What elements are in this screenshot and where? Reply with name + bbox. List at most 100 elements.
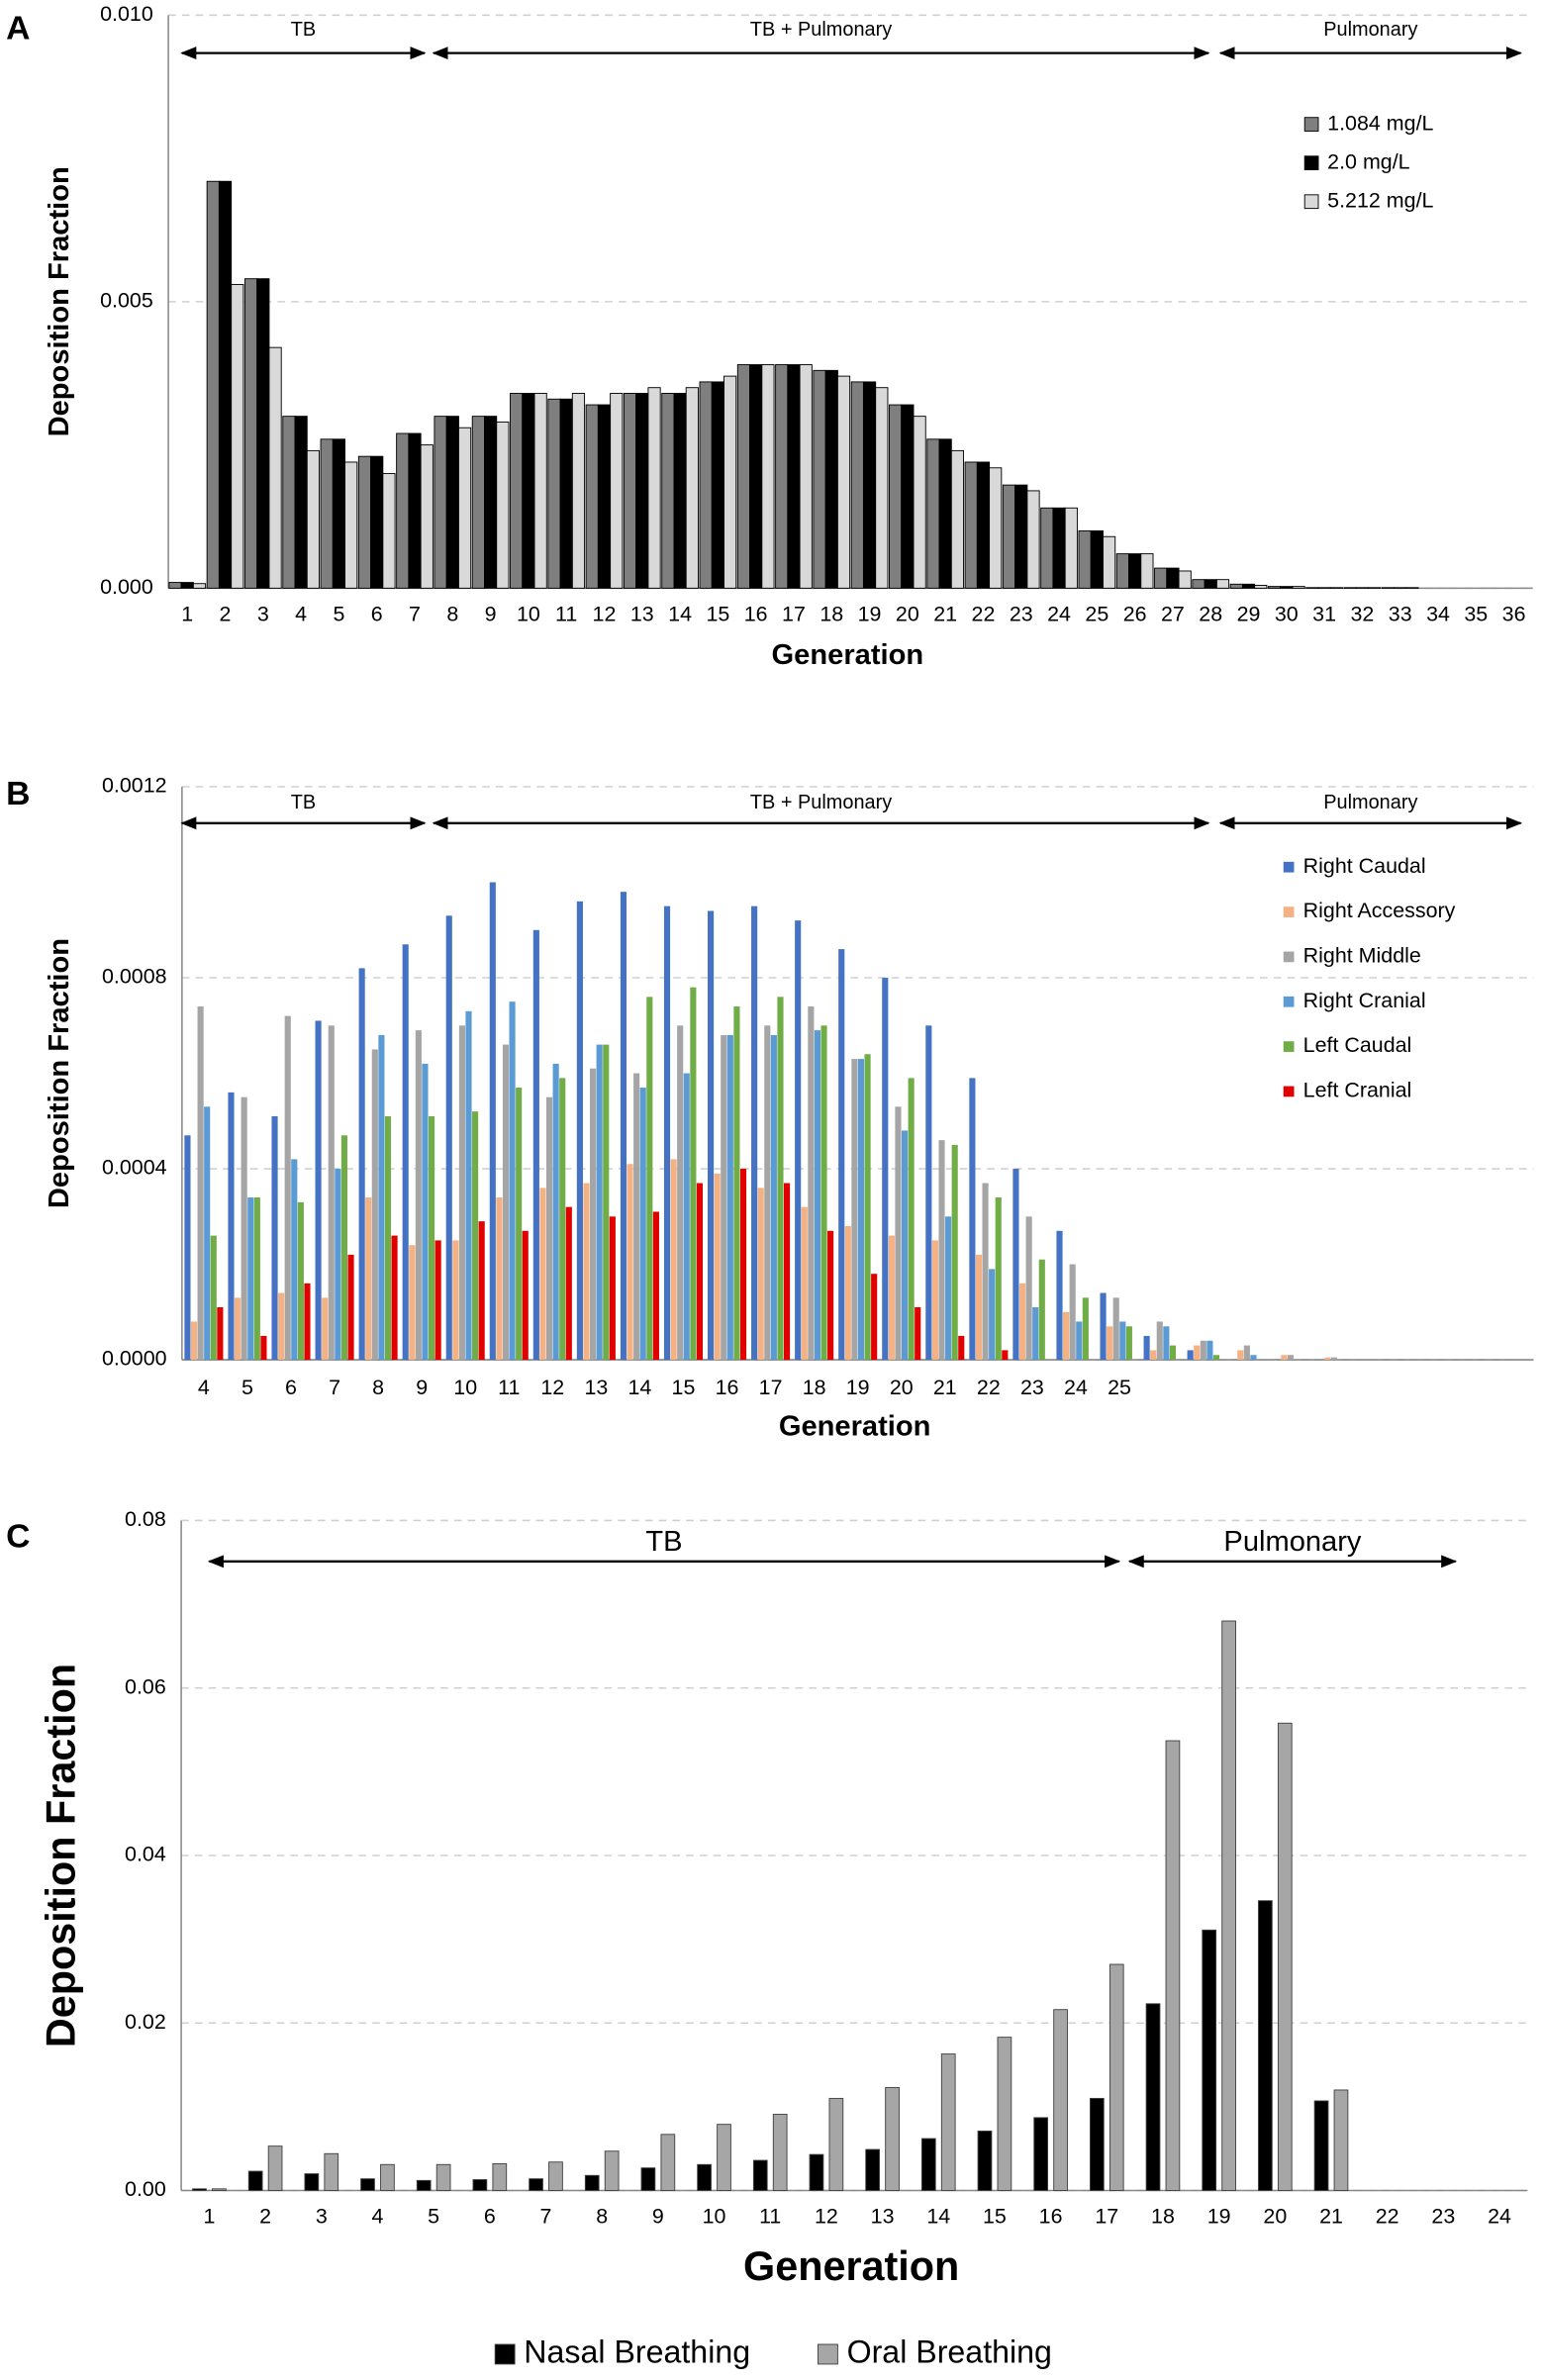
bar (1082, 1297, 1089, 1361)
x-tick-label: 25 (1108, 1376, 1131, 1399)
bar (217, 1306, 224, 1361)
y-axis-label: Deposition Fraction (38, 1664, 83, 2047)
bar (545, 1096, 553, 1361)
bar (882, 978, 889, 1361)
bar (652, 1211, 659, 1361)
bar (206, 180, 220, 589)
bar (726, 1034, 733, 1361)
bar (197, 1005, 204, 1361)
bar (297, 1201, 304, 1361)
bar (1145, 2003, 1161, 2191)
bar (1128, 553, 1142, 589)
bar (1154, 567, 1168, 589)
legend-label: Right Accessory (1303, 899, 1456, 922)
legend-label: Right Middle (1303, 944, 1421, 968)
bar (736, 364, 751, 589)
bar (603, 1044, 610, 1361)
x-tick-label: 21 (933, 603, 957, 626)
bar (212, 2188, 227, 2191)
x-tick-label: 12 (593, 603, 617, 626)
bar (975, 1254, 983, 1361)
bar (1002, 1350, 1009, 1361)
x-tick-label: 27 (1161, 603, 1185, 626)
bar (529, 2178, 543, 2191)
bar (291, 1159, 298, 1361)
bar (670, 1159, 677, 1361)
region-label: TB (291, 19, 316, 41)
bar (820, 1025, 827, 1361)
x-tick-label: 6 (484, 2205, 496, 2229)
bar (982, 1183, 989, 1361)
bar (324, 2152, 339, 2191)
bar (1292, 586, 1305, 589)
legend-label: Left Caudal (1303, 1033, 1412, 1057)
bar (777, 997, 784, 1361)
bar (539, 1188, 546, 1361)
bar (660, 2134, 676, 2191)
bar (1368, 587, 1382, 589)
bar (1243, 1345, 1250, 1361)
x-tick-label: 24 (1047, 603, 1071, 626)
bar (370, 455, 384, 589)
region-label: TB (291, 792, 316, 813)
bar (472, 1111, 479, 1361)
bar (1150, 1350, 1157, 1361)
legend-swatch (818, 2343, 838, 2365)
bar (471, 416, 485, 589)
bar (647, 387, 661, 589)
bar (585, 404, 599, 589)
bar (492, 2162, 508, 2191)
bar (184, 1135, 191, 1361)
bar (938, 1140, 945, 1361)
bar (1324, 1357, 1331, 1361)
bar (358, 968, 365, 1361)
x-tick-label: 10 (453, 1376, 477, 1399)
bar (382, 473, 396, 589)
bar (857, 1059, 865, 1361)
bar (278, 1292, 285, 1361)
x-tick-label: 11 (759, 2205, 781, 2229)
bar (989, 1269, 996, 1361)
x-tick-label: 4 (372, 2205, 384, 2229)
y-tick-label: 0.04 (125, 1843, 166, 1866)
bar (723, 375, 737, 589)
x-tick-label: 1 (181, 603, 193, 626)
bar (365, 1197, 372, 1361)
bar (908, 1078, 915, 1361)
bar (864, 1054, 871, 1361)
bar (1204, 579, 1217, 589)
bar (1169, 1345, 1177, 1361)
bar (192, 583, 207, 589)
bar (434, 416, 447, 589)
bar (1313, 2100, 1329, 2191)
bar (416, 2179, 432, 2191)
x-tick-label: 8 (446, 603, 458, 626)
bar (997, 2037, 1012, 2191)
x-tick-label: 17 (759, 1376, 783, 1399)
x-tick-label: 29 (1237, 603, 1261, 626)
bar (635, 393, 649, 589)
legend-label: 1.084 mg/L (1327, 111, 1433, 135)
bar (332, 438, 346, 589)
bar (717, 2124, 731, 2191)
bar (1069, 1264, 1076, 1361)
y-tick-label: 0.0004 (102, 1156, 167, 1180)
bar (714, 1173, 721, 1361)
bar (775, 364, 789, 589)
region-label: Pulmonary (1323, 19, 1417, 41)
bar (1140, 553, 1154, 589)
bar (1089, 2097, 1105, 2191)
bar (320, 438, 334, 589)
bar (268, 346, 282, 589)
bar (253, 1197, 260, 1361)
bar (409, 1245, 416, 1361)
bar (218, 180, 233, 589)
bar (699, 381, 713, 589)
x-tick-label: 19 (846, 1376, 870, 1399)
bar (590, 1068, 597, 1361)
x-tick-label: 15 (672, 1376, 696, 1399)
bar (721, 1034, 727, 1361)
x-tick-label: 23 (1431, 2205, 1455, 2229)
x-tick-label: 12 (815, 2205, 838, 2229)
x-tick-label: 26 (1123, 603, 1147, 626)
